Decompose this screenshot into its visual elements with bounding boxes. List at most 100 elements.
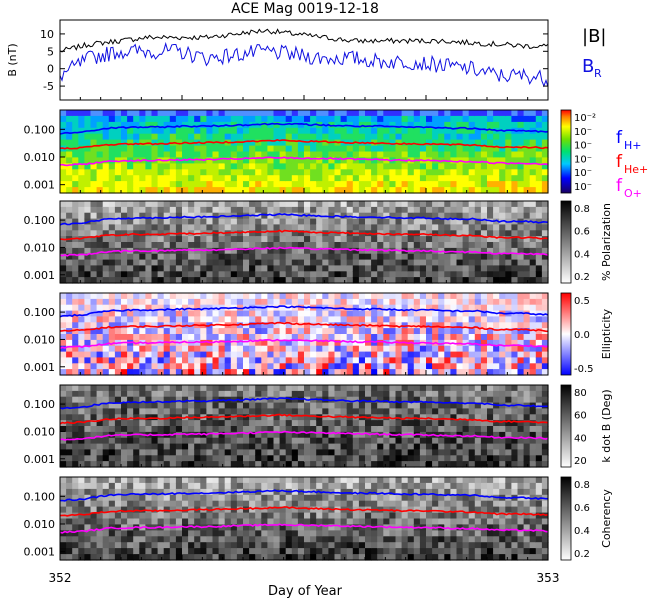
heatmap-cell: [78, 414, 85, 421]
heatmap-cell: [218, 334, 226, 341]
heatmap-cell: [60, 304, 67, 312]
heatmap-cell: [438, 426, 445, 433]
heatmap-cell: [267, 461, 275, 468]
heatmap-cell: [511, 187, 519, 194]
heatmap-cell: [60, 151, 67, 158]
heatmap-cell: [114, 310, 122, 318]
heatmap-cell: [212, 310, 220, 318]
heatmap-cell: [230, 271, 238, 278]
heatmap-cell: [133, 310, 140, 318]
heatmap-cell: [60, 494, 67, 502]
heatmap-cell: [273, 402, 281, 410]
heatmap-cell: [145, 310, 153, 318]
heatmap-cell: [243, 408, 250, 415]
heatmap-cell: [523, 426, 531, 433]
heatmap-cell: [328, 218, 336, 226]
heatmap-cell: [236, 426, 244, 433]
heatmap-cell: [523, 212, 531, 220]
heatmap-cell: [224, 334, 232, 341]
heatmap-cell: [352, 127, 360, 135]
heatmap-cell: [291, 181, 299, 188]
heatmap-cell: [432, 304, 439, 312]
heatmap-cell: [480, 236, 488, 243]
heatmap-cell: [60, 536, 67, 543]
heatmap-cell: [163, 316, 171, 323]
heatmap-cell: [395, 163, 403, 170]
heatmap-cell: [529, 293, 537, 300]
heatmap-cell: [188, 449, 195, 456]
heatmap-cell: [401, 402, 409, 410]
heatmap-cell: [450, 259, 458, 267]
heatmap-cell: [456, 230, 464, 237]
heatmap-cell: [84, 530, 92, 537]
heatmap-cell: [474, 408, 482, 415]
heatmap-cell: [389, 110, 397, 117]
heatmap-cell: [462, 115, 470, 123]
heatmap-cell: [438, 271, 445, 278]
heatmap-cell: [365, 115, 372, 123]
heatmap-cell: [151, 396, 159, 404]
heatmap-cell: [322, 437, 329, 445]
heatmap-cell: [188, 127, 195, 135]
heatmap-cell: [419, 449, 427, 456]
heatmap-cell: [261, 431, 268, 439]
heatmap-cell: [541, 110, 549, 117]
heatmap-cell: [182, 110, 189, 117]
heatmap-cell: [334, 242, 342, 249]
heatmap-cell: [462, 363, 470, 370]
heatmap-cell: [236, 449, 244, 456]
heatmap-cell: [304, 461, 311, 468]
heatmap-cell: [517, 133, 525, 141]
heatmap-cell: [90, 396, 98, 404]
heatmap-cell: [84, 512, 92, 520]
heatmap-cell: [328, 169, 336, 176]
heatmap-cell: [255, 157, 262, 164]
heatmap-cell: [96, 339, 104, 347]
heatmap-cell: [468, 247, 476, 255]
heatmap-cell: [493, 390, 500, 398]
heatmap-cell: [175, 351, 183, 359]
heatmap-cell: [66, 187, 73, 194]
heatmap-cell: [523, 310, 531, 318]
heatmap-cell: [96, 443, 104, 451]
heatmap-cell: [389, 115, 397, 123]
heatmap-cell: [480, 316, 488, 323]
heatmap-cell: [78, 187, 85, 194]
heatmap-cell: [487, 339, 494, 347]
heatmap-cell: [285, 431, 293, 439]
heatmap-cell: [96, 310, 104, 318]
heatmap-cell: [157, 414, 165, 421]
heatmap-cell: [444, 414, 451, 421]
heatmap-cell: [297, 110, 305, 117]
heatmap-cell: [151, 230, 159, 237]
heatmap-cell: [419, 201, 427, 208]
heatmap-cell: [212, 127, 220, 135]
heatmap-cell: [230, 277, 238, 284]
heatmap-cell: [114, 518, 122, 525]
heatmap-cell: [96, 488, 104, 496]
heatmap-cell: [334, 408, 342, 415]
heatmap-cell: [60, 259, 67, 267]
heatmap-cell: [334, 271, 342, 278]
heatmap-cell: [340, 110, 348, 117]
heatmap-cell: [96, 455, 104, 462]
heatmap-cell: [407, 402, 415, 410]
heatmap-cell: [389, 236, 397, 243]
heatmap-cell: [407, 169, 415, 176]
gyro-line-fo: [59, 246, 549, 257]
heatmap-cell: [224, 390, 232, 398]
heatmap-cell: [389, 351, 397, 359]
heatmap-cell: [279, 259, 287, 267]
heatmap-cell: [133, 259, 140, 267]
heatmap-cell: [487, 201, 494, 208]
heatmap-cell: [188, 420, 195, 427]
heatmap-cell: [157, 482, 165, 490]
heatmap-cell: [218, 157, 226, 164]
heatmap-cell: [529, 461, 537, 468]
heatmap-cell: [157, 443, 165, 451]
y-tick-label: 10: [40, 28, 54, 41]
heatmap-cell: [493, 110, 500, 117]
heatmap-cell: [249, 242, 256, 249]
heatmap-cell: [285, 437, 293, 445]
heatmap-cell: [78, 506, 85, 514]
